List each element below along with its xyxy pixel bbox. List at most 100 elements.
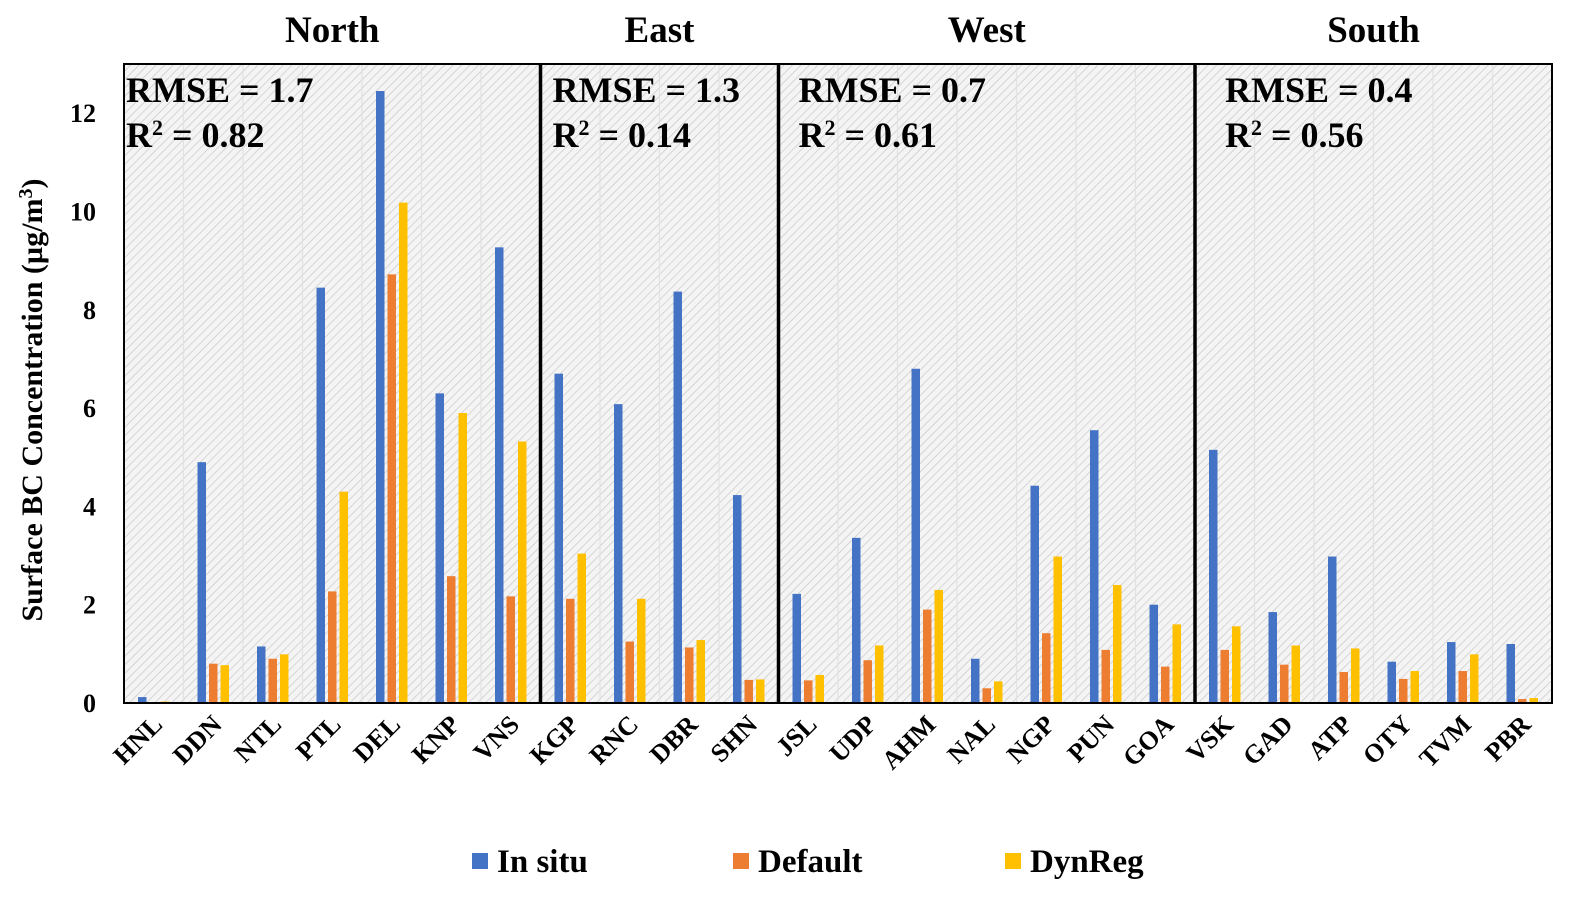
region-title-south: South xyxy=(1327,10,1420,51)
region-title-north: North xyxy=(285,10,380,51)
bar-in-situ-ptl xyxy=(316,287,325,703)
bar-default-ptl xyxy=(328,591,337,703)
r2-west: R2 = 0.61 xyxy=(799,115,938,155)
x-tick-label-shn: SHN xyxy=(705,710,763,768)
bar-default-jsl xyxy=(804,680,813,703)
legend-label-in-situ: In situ xyxy=(497,844,588,880)
region-stats: RMSE = 1.7 R2 = 0.82 RMSE = 1.3 R2 = 0.14 RM… xyxy=(126,70,1413,155)
bar-dynreg-ngp xyxy=(1053,556,1062,703)
y-axis-ticks: 0 2 4 6 8 10 12 xyxy=(70,99,96,718)
rmse-north: RMSE = 1.7 xyxy=(126,70,314,110)
bar-default-ddn xyxy=(209,663,218,703)
x-tick-label-knp: KNP xyxy=(406,710,465,769)
bar-dynreg-goa xyxy=(1172,624,1181,703)
bar-in-situ-atp xyxy=(1328,556,1337,703)
bar-dynreg-gad xyxy=(1291,645,1300,703)
x-tick-label-hnl: HNL xyxy=(108,710,168,770)
bar-default-shn xyxy=(744,679,753,703)
bar-default-pbr xyxy=(1518,699,1527,703)
bar-default-vns xyxy=(506,596,515,703)
region-separators xyxy=(538,64,1197,703)
bar-dynreg-ddn xyxy=(220,665,229,703)
r2-north: R2 = 0.82 xyxy=(126,115,265,155)
legend-label-default: Default xyxy=(758,844,862,880)
bar-dynreg-oty xyxy=(1410,671,1419,703)
bar-dynreg-ntl xyxy=(280,654,289,703)
x-tick-label-kgp: KGP xyxy=(524,710,584,770)
bar-dynreg-rnc xyxy=(637,598,646,703)
x-tick-label-vsk: VSK xyxy=(1181,709,1240,768)
bar-dynreg-ptl xyxy=(339,491,348,703)
x-axis-ticks: HNL DDN NTL PTL DEL KNP VNS KGP RNC DBR SHN JSL UDPA… xyxy=(108,709,1537,775)
rmse-south: RMSE = 0.4 xyxy=(1225,70,1413,110)
region-titles: North East West South xyxy=(285,10,1420,51)
r2-south: R2 = 0.56 xyxy=(1225,115,1364,155)
legend-swatch-in-situ xyxy=(472,853,488,869)
bar-dynreg-ahm xyxy=(934,589,943,703)
y-tick-label: 8 xyxy=(83,296,96,325)
bar-default-gad xyxy=(1280,664,1289,703)
bar-dynreg-del xyxy=(399,202,408,704)
bar-dynreg-atp xyxy=(1351,648,1360,703)
legend: In situ Default DynReg xyxy=(472,844,1144,880)
bar-dynreg-tvm xyxy=(1470,654,1479,703)
bar-dynreg-kgp xyxy=(577,553,586,703)
bar-dynreg-jsl xyxy=(815,674,824,703)
y-tick-label: 0 xyxy=(83,689,96,718)
bar-default-kgp xyxy=(566,598,575,703)
bar-default-goa xyxy=(1161,666,1170,703)
bar-in-situ-ddn xyxy=(197,462,206,703)
x-tick-label-tvm: TVM xyxy=(1414,710,1477,773)
bar-in-situ-nal xyxy=(971,658,980,703)
bar-in-situ-shn xyxy=(733,495,742,703)
x-tick-label-jsl: JSL xyxy=(770,710,822,762)
bar-default-del xyxy=(387,274,396,703)
y-tick-label: 12 xyxy=(70,99,96,128)
bar-default-dbr xyxy=(685,647,694,703)
bar-default-pun xyxy=(1101,649,1110,703)
bar-dynreg-pbr xyxy=(1529,698,1538,703)
x-tick-label-atp: ATP xyxy=(1302,710,1358,766)
bar-default-tvm xyxy=(1458,671,1467,703)
r2-east: R2 = 0.14 xyxy=(553,115,692,155)
x-tick-label-ahm: AHM xyxy=(876,710,941,775)
y-tick-label: 10 xyxy=(70,197,96,226)
bar-in-situ-knp xyxy=(435,393,444,703)
y-axis-label: Surface BC Concentration (µg/m3) xyxy=(15,178,49,621)
bar-in-situ-ahm xyxy=(911,368,920,703)
bar-in-situ-tvm xyxy=(1447,642,1456,703)
bar-dynreg-nal xyxy=(994,681,1003,703)
x-tick-label-del: DEL xyxy=(348,710,406,768)
legend-swatch-dynreg xyxy=(1005,853,1021,869)
bar-default-ahm xyxy=(923,609,932,703)
y-tick-label: 6 xyxy=(83,394,96,423)
bar-in-situ-dbr xyxy=(673,291,682,703)
bar-dynreg-vsk xyxy=(1232,626,1241,703)
rmse-west: RMSE = 0.7 xyxy=(799,70,987,110)
bar-default-atp xyxy=(1339,672,1348,703)
x-tick-label-nal: NAL xyxy=(942,710,1001,769)
x-tick-label-ptl: PTL xyxy=(290,710,346,766)
bar-in-situ-vns xyxy=(495,247,504,703)
legend-swatch-default xyxy=(733,853,749,869)
bar-default-nal xyxy=(982,688,991,703)
x-tick-label-oty: OTY xyxy=(1357,710,1418,771)
bar-default-rnc xyxy=(625,641,634,703)
y-tick-label: 2 xyxy=(83,591,96,620)
x-tick-label-ntl: NTL xyxy=(229,710,287,768)
bar-dynreg-shn xyxy=(756,679,765,703)
x-tick-label-ngp: NGP xyxy=(1001,710,1060,769)
bar-default-udp xyxy=(863,660,872,703)
bar-default-vsk xyxy=(1220,649,1229,703)
bar-in-situ-vsk xyxy=(1209,449,1218,703)
bar-in-situ-oty xyxy=(1387,661,1396,703)
bar-in-situ-pun xyxy=(1090,430,1099,703)
bar-dynreg-udp xyxy=(875,645,884,703)
x-tick-label-pbr: PBR xyxy=(1479,710,1536,767)
bar-in-situ-gad xyxy=(1268,612,1277,703)
bar-in-situ-jsl xyxy=(792,593,801,703)
bar-dynreg-knp xyxy=(458,412,467,703)
region-title-west: West xyxy=(948,10,1027,51)
bar-in-situ-rnc xyxy=(614,404,623,703)
